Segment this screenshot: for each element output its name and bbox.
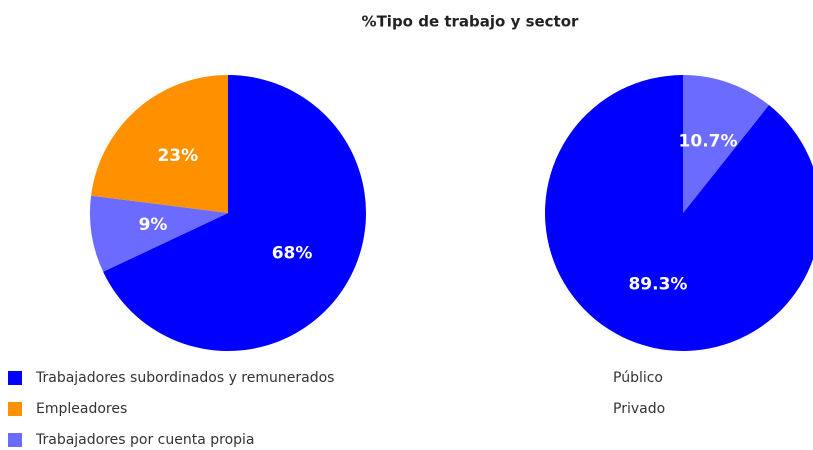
legend-swatch [8,402,22,416]
pie-slice [103,75,367,351]
data-label: 10.7% [679,131,738,151]
pie-slice [683,75,769,213]
data-label: 9% [139,215,168,235]
legend-label: Empleadores [36,401,127,417]
pie-slice [91,75,229,213]
legend-swatch [8,371,22,385]
pie-slice [89,195,228,272]
data-label: 89.3% [628,275,687,295]
data-label: 68% [272,244,313,264]
legend-label: Privado [613,401,665,417]
legend-label: Trabajadores subordinados y remunerados [35,370,334,386]
chart-title: %Tipo de trabajo y sector [362,13,579,31]
legend-label: Público [613,370,663,386]
legend-label: Trabajadores por cuenta propia [35,432,255,448]
data-label: 23% [157,146,198,166]
pie-slice [545,75,813,351]
legend-swatch [8,433,22,447]
